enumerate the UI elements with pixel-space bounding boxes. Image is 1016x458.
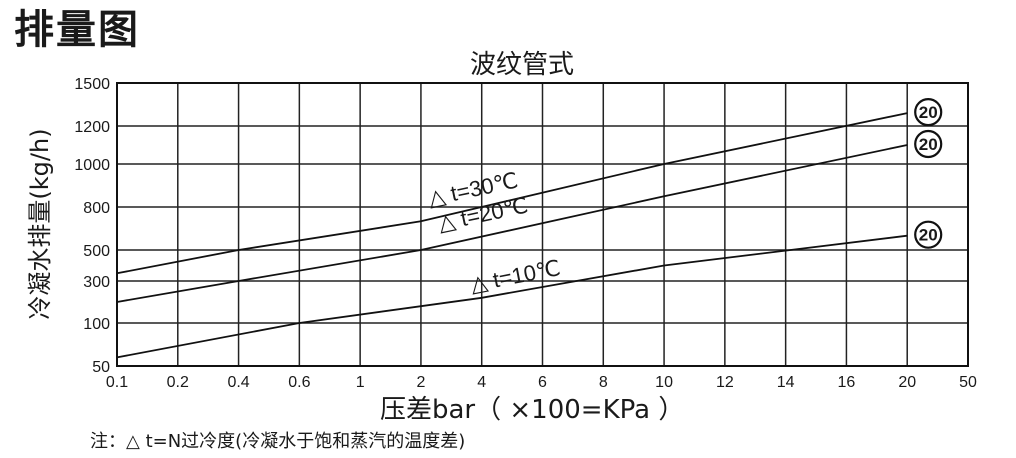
x-tick-label: 1: [356, 374, 365, 391]
x-tick-label: 50: [959, 374, 977, 391]
x-tick-label: 2: [416, 374, 425, 391]
series-end-marker: [914, 129, 943, 159]
x-tick-label: 12: [716, 374, 734, 391]
x-tick-label: 16: [838, 374, 856, 391]
y-tick-label: 1200: [74, 119, 110, 136]
y-tick-label: 800: [83, 200, 110, 217]
y-tick-label: 300: [83, 274, 110, 291]
series-end-marker: [914, 97, 943, 127]
x-tick-label: 14: [777, 374, 795, 391]
series-end-marker-label: 20: [919, 103, 938, 122]
x-tick-label: 6: [538, 374, 547, 391]
footnote: 注：△ t=N过冷度(冷凝水于饱和蒸汽的温度差): [90, 431, 466, 452]
page-title: 排量图: [14, 7, 140, 53]
series-line: [116, 234, 908, 359]
series-end-marker-label: 20: [919, 135, 938, 154]
x-tick-label: 10: [655, 374, 673, 391]
series-line: [116, 112, 908, 275]
x-tick-label: 20: [898, 374, 916, 391]
x-tick-label: 4: [477, 374, 486, 391]
y-tick-label: 500: [83, 243, 110, 260]
series-line: [116, 144, 908, 303]
y-tick-label: 1000: [74, 157, 110, 174]
series-end-marker: [914, 220, 943, 249]
plot-frame: [116, 82, 969, 367]
x-axis-label: 压差bar（ ×100=KPa ）: [380, 395, 685, 425]
x-tick-label: 0.1: [106, 374, 128, 391]
x-tick-label: 0.6: [288, 374, 310, 391]
x-tick-label: 8: [599, 374, 608, 391]
x-tick-label: 0.2: [167, 374, 189, 391]
y-tick-label: 50: [92, 359, 110, 376]
y-tick-label: 100: [83, 316, 110, 333]
y-tick-label: 1500: [74, 76, 110, 93]
series-end-marker-label: 20: [919, 226, 938, 245]
chart-title: 波纹管式: [470, 50, 575, 80]
x-tick-label: 0.4: [227, 374, 249, 391]
